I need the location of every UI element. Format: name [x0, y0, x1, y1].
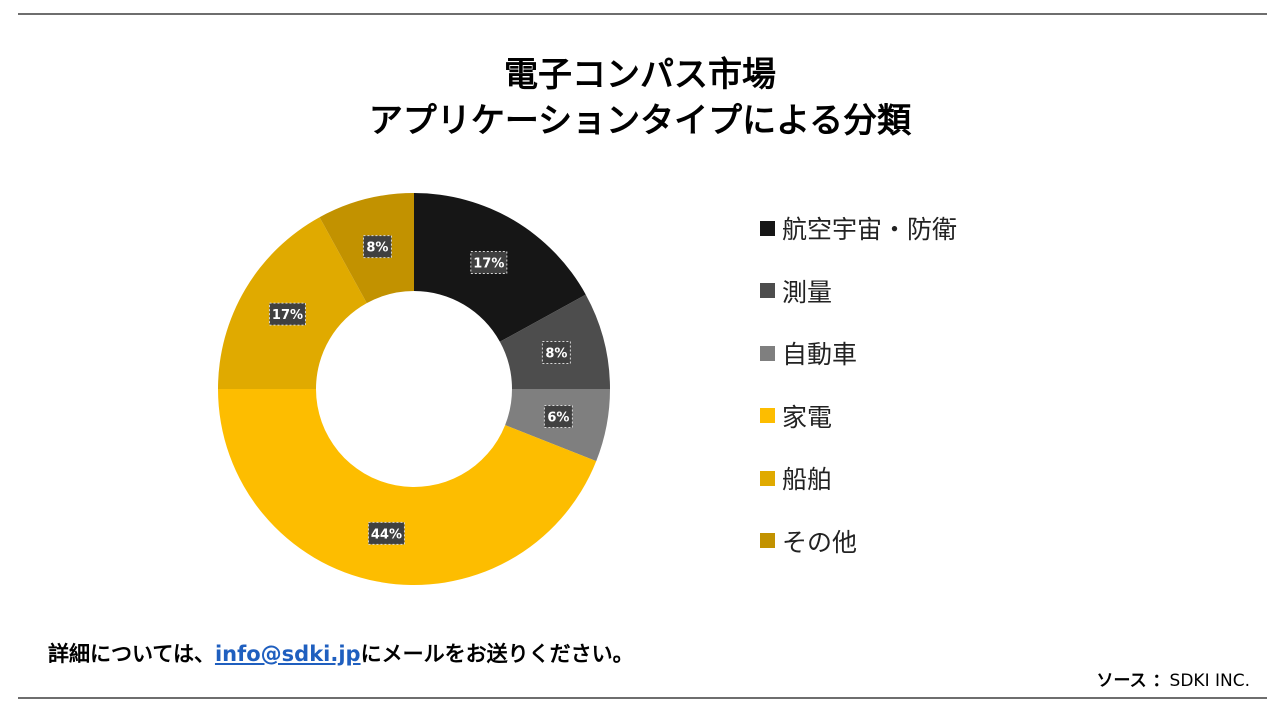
slice-label-4: 44% [367, 521, 405, 545]
legend-swatch-5 [760, 470, 775, 486]
contact-note-prefix: 詳細については、 [48, 642, 215, 666]
legend-item-1: 航空宇宙・防衛 [760, 206, 957, 250]
legend-item-5: 船舶 [760, 456, 832, 500]
legend-label-1: 航空宇宙・防衛 [782, 215, 958, 244]
slice-label-text-6: 8% [366, 241, 388, 256]
legend-swatch-2 [760, 283, 775, 298]
contact-note-suffix: にメールをお送りください。 [360, 642, 634, 666]
legend-item-6: その他 [760, 519, 857, 563]
slice-label-box-2 [541, 340, 571, 364]
donut-slice-4 [218, 389, 597, 585]
source-value: SDKI INC. [1169, 671, 1250, 691]
slice-label-2: 8% [541, 340, 571, 364]
slice-label-box-1 [470, 250, 508, 274]
source-label: ソース ： [1096, 671, 1170, 691]
slice-label-1: 17% [470, 250, 508, 274]
legend-swatch-3 [760, 345, 775, 361]
slice-label-text-3: 6% [547, 411, 569, 426]
top-rule [18, 13, 1267, 15]
chart-title-line-2: アプリケーションタイプによる分類 [368, 101, 912, 141]
legend-item-3: 自動車 [760, 331, 857, 375]
chart-title-line-1: 電子コンパス市場 [504, 55, 776, 95]
slice-label-5: 17% [268, 302, 306, 326]
legend-swatch-6 [760, 533, 775, 548]
slice-label-text-4: 44% [371, 527, 402, 542]
legend-item-2: 測量 [760, 269, 832, 313]
donut-slice-5 [218, 217, 367, 389]
legend-label-3: 自動車 [782, 340, 858, 369]
contact-note: 詳細については、info@sdki.jpにメールをお送りください。 [48, 638, 634, 668]
chart-title: 電子コンパス市場 アプリケーションタイプによる分類 [0, 52, 1280, 144]
slice-label-box-3 [543, 405, 573, 429]
contact-email-link[interactable]: info@sdki.jp [214, 642, 361, 666]
legend-label-2: 測量 [782, 277, 833, 307]
slice-label-6: 8% [362, 235, 392, 259]
legend-label-6: その他 [782, 527, 858, 557]
legend-swatch-4 [760, 408, 775, 423]
slice-label-box-6 [362, 235, 392, 259]
source-note: ソース ：SDKI INC. [1096, 666, 1250, 691]
donut-chart: 17% 8% 6% 44% 17% 8% [218, 193, 610, 585]
slice-label-3: 6% [543, 405, 573, 429]
slice-label-text-5: 17% [272, 308, 303, 323]
slice-label-text-1: 17% [473, 256, 504, 271]
legend-swatch-1 [760, 220, 775, 236]
bottom-rule [18, 697, 1267, 699]
slice-label-box-5 [268, 302, 306, 326]
slice-label-box-4 [367, 521, 405, 545]
legend-label-5: 船舶 [782, 465, 833, 494]
slice-label-text-2: 8% [545, 346, 567, 361]
legend-item-4: 家電 [760, 394, 832, 438]
legend-label-4: 家電 [782, 402, 833, 432]
